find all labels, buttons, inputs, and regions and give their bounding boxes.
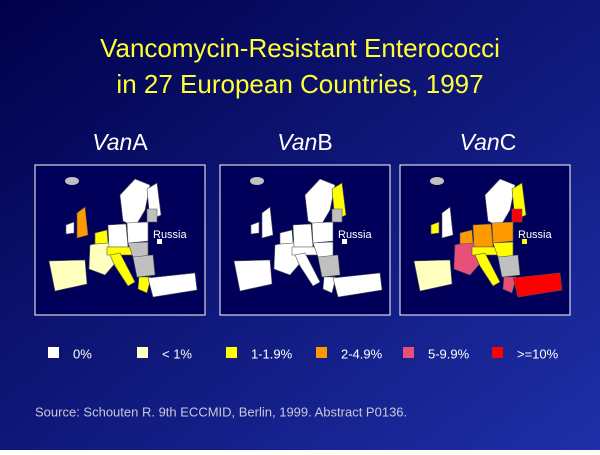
- label-rest: C: [500, 129, 517, 155]
- russia-marker: [522, 239, 527, 244]
- legend-swatch: [492, 347, 503, 358]
- country: [484, 178, 516, 228]
- label-rest: B: [317, 129, 332, 155]
- country: [497, 254, 521, 278]
- russia-marker: [342, 239, 347, 244]
- country: [250, 177, 264, 185]
- russia-marker: [157, 239, 162, 244]
- legend-label: 5-9.9%: [428, 346, 470, 361]
- country: [261, 206, 274, 239]
- country: [279, 229, 294, 245]
- country: [317, 254, 341, 278]
- country: [126, 221, 149, 244]
- country: [107, 223, 129, 248]
- label-italic: Van: [277, 129, 317, 155]
- country: [511, 208, 523, 223]
- country: [430, 221, 440, 235]
- legend-label: 2-4.9%: [341, 346, 383, 361]
- legend-swatch: [316, 347, 327, 358]
- label-rest: A: [132, 129, 148, 155]
- country: [146, 208, 158, 223]
- legend-swatch: [226, 347, 237, 358]
- label-italic: Van: [92, 129, 132, 155]
- source: Source: Schouten R. 9th ECCMID, Berlin, …: [35, 404, 407, 419]
- country: [512, 272, 563, 298]
- map: Russia: [48, 177, 198, 298]
- map: Russia: [413, 177, 563, 298]
- country: [147, 272, 198, 298]
- country: [322, 276, 337, 294]
- place-label: Russia: [338, 229, 373, 241]
- legend-swatch: [48, 347, 59, 358]
- country: [76, 206, 89, 239]
- country: [311, 221, 334, 244]
- label-italic: Van: [460, 129, 500, 155]
- country: [119, 178, 151, 228]
- country: [233, 259, 273, 292]
- legend-label: < 1%: [162, 346, 192, 361]
- country: [502, 276, 517, 294]
- country: [430, 177, 444, 185]
- place-label: Russia: [518, 229, 553, 241]
- country: [413, 259, 453, 292]
- country: [474, 252, 501, 287]
- panel-label: VanB: [277, 129, 332, 155]
- country: [48, 259, 88, 292]
- legend-label: 1-1.9%: [251, 346, 293, 361]
- country: [331, 208, 343, 223]
- legend-label: 0%: [73, 346, 92, 361]
- country: [65, 177, 79, 185]
- country: [94, 229, 109, 245]
- legend-label: >=10%: [517, 346, 559, 361]
- country: [137, 276, 152, 294]
- legend-swatch: [137, 347, 148, 358]
- country: [250, 221, 260, 235]
- country: [472, 223, 494, 248]
- country: [109, 252, 136, 287]
- country: [294, 252, 321, 287]
- country: [441, 206, 454, 239]
- country: [65, 221, 75, 235]
- country: [491, 221, 514, 244]
- country: [459, 229, 474, 245]
- title-line: Vancomycin-Resistant Enterococci: [100, 33, 500, 63]
- country: [132, 254, 156, 278]
- country: [332, 272, 383, 298]
- country: [304, 178, 336, 228]
- panel-label: VanC: [460, 129, 517, 155]
- title-line: in 27 European Countries, 1997: [116, 69, 483, 99]
- country: [292, 223, 314, 248]
- legend-swatch: [403, 347, 414, 358]
- place-label: Russia: [153, 229, 188, 241]
- panel-label: VanA: [92, 129, 148, 155]
- map: Russia: [233, 177, 383, 298]
